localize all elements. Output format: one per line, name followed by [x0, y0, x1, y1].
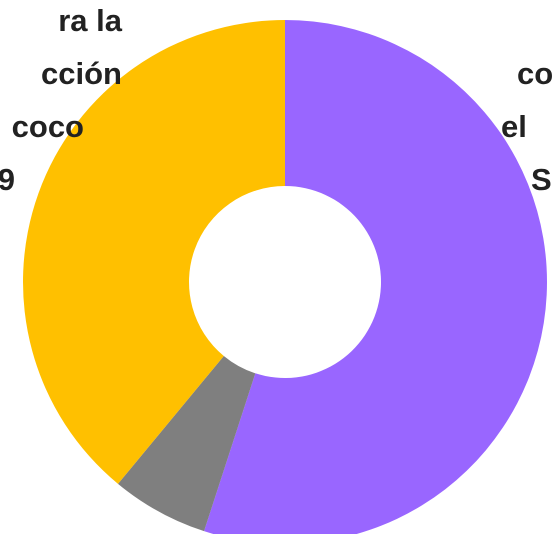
data-label-left: ra la cción coco 9 — [0, 3, 123, 197]
donut-slices — [23, 20, 547, 534]
data-label-left-line-1: ra la — [58, 3, 123, 38]
data-label-left-line-2: cción — [41, 56, 122, 91]
data-label-left-line-4: 9 — [0, 162, 15, 197]
donut-slice-1 — [204, 20, 547, 534]
data-label-right-line-1: co — [517, 56, 553, 91]
data-label-left-line-3: coco — [12, 109, 84, 144]
donut-slice-2 — [117, 355, 256, 532]
data-label-right-line-3: S — [531, 162, 552, 197]
donut-slice-3 — [23, 20, 285, 484]
data-label-right-line-2: el — [501, 109, 527, 144]
data-label-right: co el S — [501, 56, 553, 197]
